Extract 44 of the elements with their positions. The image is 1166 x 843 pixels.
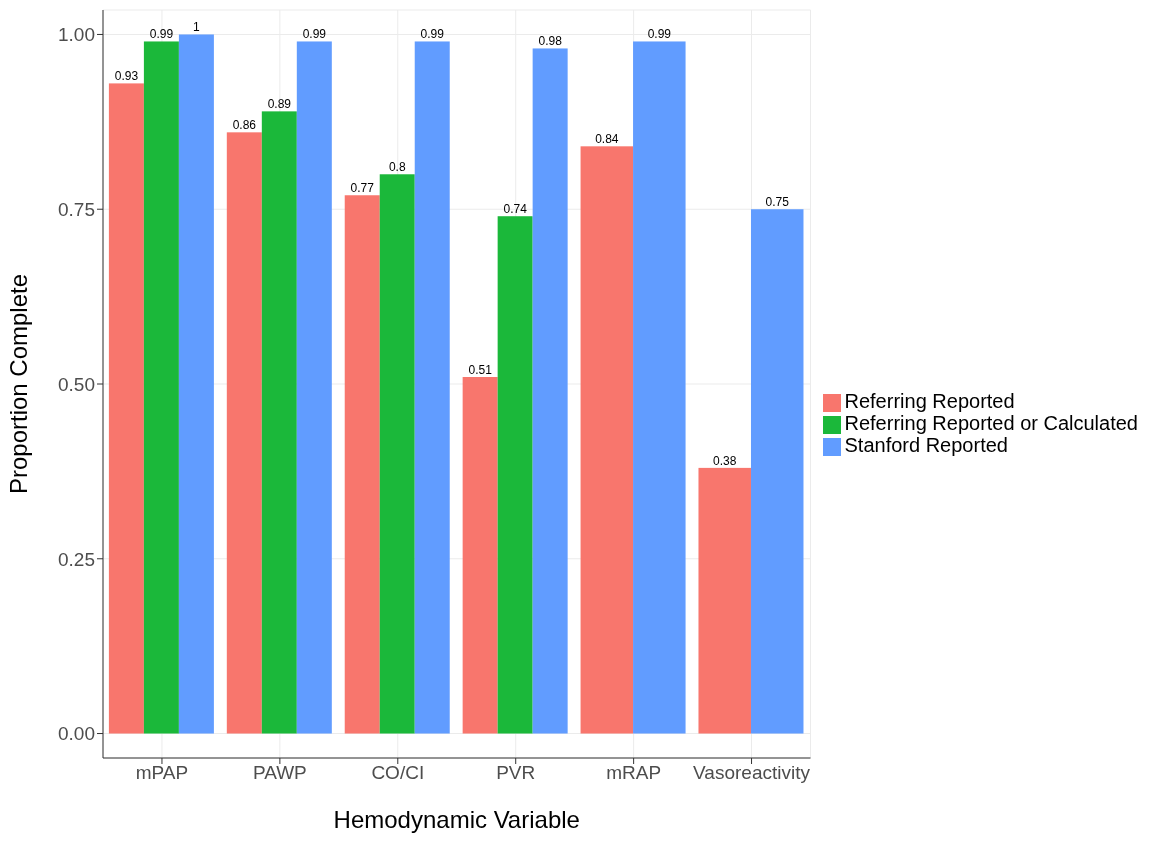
y-axis-title: Proportion Complete (4, 273, 32, 495)
y-tick-label: 0.50 (58, 373, 95, 395)
legend-label: Referring Reported or Calculated (844, 412, 1138, 434)
data-label: 0.8 (388, 160, 406, 175)
data-label: 0.99 (149, 27, 174, 42)
data-label: 0.99 (302, 27, 327, 42)
data-label: 0.93 (114, 69, 139, 84)
data-label: 0.38 (713, 453, 737, 468)
y-tick-label: 1.00 (58, 24, 95, 46)
data-label: 0.51 (468, 363, 493, 378)
y-tick-label: 0.00 (58, 723, 95, 745)
bar (414, 41, 450, 734)
bar (178, 34, 214, 734)
bar (532, 48, 568, 734)
x-tick-label: PAWP (252, 762, 307, 784)
bar (108, 83, 144, 734)
x-tick-label: Vasoreactivity (693, 762, 811, 784)
bar (344, 195, 380, 734)
data-label: 0.77 (350, 181, 375, 196)
data-label: 0.84 (595, 132, 619, 147)
bar (261, 111, 297, 734)
bar (497, 216, 533, 734)
bar (296, 41, 332, 734)
data-label: 0.98 (538, 34, 563, 49)
bar (226, 132, 262, 734)
y-tick-label: 0.25 (58, 548, 95, 570)
x-tick-label: CO/CI (371, 762, 425, 784)
bar (379, 174, 415, 734)
x-tick-label: mPAP (135, 762, 189, 784)
y-tick-label: 0.75 (58, 198, 95, 220)
data-label: 0.99 (420, 27, 445, 42)
data-label: 1 (193, 20, 201, 35)
legend-label: Stanford Reported (844, 434, 1008, 456)
x-tick-label: mRAP (606, 762, 662, 784)
x-tick-label: PVR (496, 762, 536, 784)
data-label: 0.86 (232, 118, 257, 133)
data-label: 0.89 (267, 97, 292, 112)
bar (143, 41, 179, 734)
legend-label: Referring Reported (844, 390, 1015, 412)
data-label: 0.99 (647, 27, 672, 42)
x-axis-title: Hemodynamic Variable (333, 806, 580, 833)
data-label: 0.74 (503, 202, 528, 217)
data-label: 0.75 (765, 195, 790, 210)
bar (462, 377, 498, 734)
